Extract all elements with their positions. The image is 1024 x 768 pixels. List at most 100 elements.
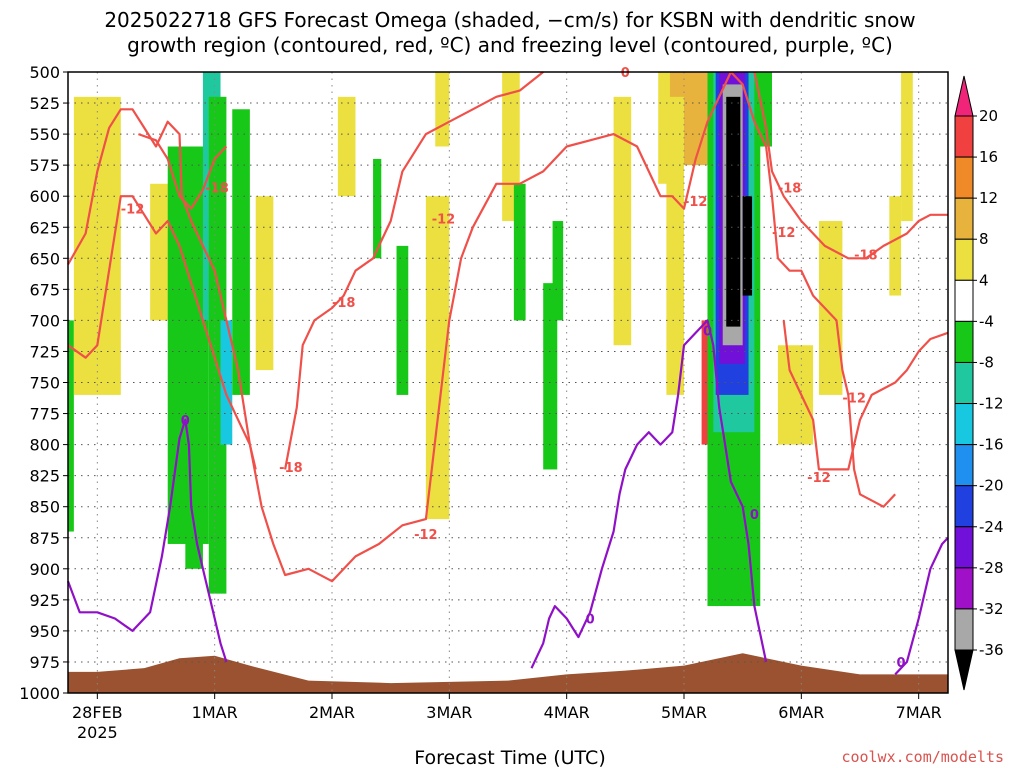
y-tick-label-6: 650 xyxy=(29,249,60,268)
contour-label-6: -12 xyxy=(684,195,708,210)
omega-shade-9 xyxy=(255,196,274,371)
omega-shade-19 xyxy=(613,96,632,346)
omega-shade-34 xyxy=(818,221,843,395)
contour-label-3: -18 xyxy=(332,296,356,311)
omega-shade-21 xyxy=(666,146,684,395)
contour-labels: -18 -12 -12 -18 -18 -12 -12 -18 -12 -18 -12 -12 0 0 0 0… xyxy=(121,66,906,671)
y-tick-label-12: 800 xyxy=(29,436,60,455)
y-tick-label-19: 975 xyxy=(29,653,60,672)
colorbar-tick-label-11: -28 xyxy=(979,559,1004,577)
terrain-fill xyxy=(68,653,948,693)
omega-shade-7 xyxy=(220,320,233,445)
contour-label-16: 0 xyxy=(897,656,906,671)
y-tick-label-3: 575 xyxy=(29,156,60,175)
colorbar-tick-label-1: 16 xyxy=(979,148,998,166)
colorbar-tick-label-2: 12 xyxy=(979,189,998,207)
omega-shade-36 xyxy=(901,72,913,222)
chart-title-line-1: 2025022718 GFS Forecast Omega (shaded, −… xyxy=(104,8,915,32)
contour-label-17: 0 xyxy=(621,66,630,81)
colorbar-swatch-12 xyxy=(954,567,974,610)
x-tick-label-4: 4MAR xyxy=(544,703,590,722)
y-tick-label-5: 625 xyxy=(29,218,60,237)
y-tick-label-15: 875 xyxy=(29,529,60,548)
colorbar-tick-label-12: -32 xyxy=(979,600,1004,618)
x-axis-label: Forecast Time (UTC) xyxy=(414,747,605,768)
colorbar-tick-label-5: -4 xyxy=(979,312,994,330)
omega-shade-6 xyxy=(208,96,227,594)
omega-shade-35 xyxy=(889,196,902,296)
x-tick-label-1: 1MAR xyxy=(192,703,238,722)
omega-shade-33 xyxy=(777,345,814,445)
omega-shade-17 xyxy=(543,283,558,470)
contour-label-5: -12 xyxy=(414,528,438,543)
omega-shade-22 xyxy=(669,72,684,97)
contour-label-10: -12 xyxy=(842,391,866,406)
x-tick-label-5: 5MAR xyxy=(661,703,707,722)
y-tick-label-14: 850 xyxy=(29,498,60,517)
y-tick-label-1: 525 xyxy=(29,94,60,113)
contour-line-9 xyxy=(894,537,949,676)
y-tick-label-20: 1000 xyxy=(19,684,60,703)
y-tick-label-10: 750 xyxy=(29,374,60,393)
colorbar-swatch-3 xyxy=(954,197,974,240)
contour-label-12: 0 xyxy=(181,414,190,429)
y-tick-label-9: 725 xyxy=(29,342,60,361)
colorbar-bottom-arrow xyxy=(954,649,974,691)
contour-label-11: -12 xyxy=(807,471,831,486)
y-tick-label-4: 600 xyxy=(29,187,60,206)
colorbar-swatch-9 xyxy=(954,444,974,487)
y-tick-label-11: 775 xyxy=(29,405,60,424)
y-tick-label-7: 675 xyxy=(29,280,60,299)
y-tick-label-2: 550 xyxy=(29,125,60,144)
colorbar-tick-label-4: 4 xyxy=(979,271,989,289)
colorbar-tick-label-13: -36 xyxy=(979,641,1004,659)
omega-shade-13 xyxy=(425,196,450,520)
omega-shade-30 xyxy=(726,96,741,327)
plot-area: -18 -12 -12 -18 -18 -12 -12 -18 -12 -18 -12 -12 0 0 0 0… xyxy=(66,66,949,694)
colorbar-swatch-13 xyxy=(954,608,974,651)
colorbar-top-arrow xyxy=(954,75,974,117)
colorbar-swatch-11 xyxy=(954,526,974,569)
colorbar-tick-label-7: -12 xyxy=(979,395,1004,413)
contour-line-4 xyxy=(730,71,897,508)
omega-shade-23 xyxy=(684,72,708,166)
omega-shade-31 xyxy=(742,196,753,296)
contour-label-8: -12 xyxy=(772,226,796,241)
x-tick-label-6: 6MAR xyxy=(778,703,824,722)
omega-shade-12 xyxy=(396,245,409,395)
colorbar-tick-label-10: -24 xyxy=(979,518,1004,536)
contour-label-14: 0 xyxy=(750,508,759,523)
colorbar-swatch-10 xyxy=(954,485,974,528)
contour-label-15: 0 xyxy=(586,612,595,627)
x-tick-label-0: 28FEB xyxy=(72,703,123,722)
colorbar-swatch-6 xyxy=(954,320,974,363)
contour-line-8 xyxy=(530,319,768,669)
x-tick-sublabel-0: 2025 xyxy=(77,723,118,742)
omega-shade-11 xyxy=(373,158,382,259)
contour-label-1: -12 xyxy=(121,203,145,218)
colorbar-swatch-7 xyxy=(954,361,974,405)
y-tick-label-8: 700 xyxy=(29,311,60,330)
contour-line-3 xyxy=(284,71,544,470)
contour-label-9: -18 xyxy=(854,249,878,264)
x-tick-label-3: 3MAR xyxy=(426,703,472,722)
colorbar: 20 16 12 8 4 -4 -8 -12 -16 -20 -24 -28 -32 -36 xyxy=(954,75,1004,691)
x-tick-label-7: 7MAR xyxy=(896,703,942,722)
y-tick-label-13: 825 xyxy=(29,467,60,486)
contour-line-7 xyxy=(66,418,228,663)
contour-label-13: 0 xyxy=(703,324,712,339)
y-tick-label-0: 500 xyxy=(29,63,60,82)
colorbar-tick-label-3: 8 xyxy=(979,230,989,248)
chart-title-line-2: growth region (contoured, red, ºC) and f… xyxy=(127,33,893,57)
colorbar-tick-label-0: 20 xyxy=(979,107,998,125)
colorbar-tick-label-6: -8 xyxy=(979,353,994,371)
terrain xyxy=(68,653,948,693)
colorbar-tick-label-9: -20 xyxy=(979,477,1004,495)
y-tick-label-18: 950 xyxy=(29,622,60,641)
contour-label-7: -18 xyxy=(778,182,802,197)
credit-link[interactable]: coolwx.com/modelts xyxy=(841,748,1004,766)
omega-shade-8 xyxy=(232,109,250,395)
omega-shade-0 xyxy=(68,320,74,532)
